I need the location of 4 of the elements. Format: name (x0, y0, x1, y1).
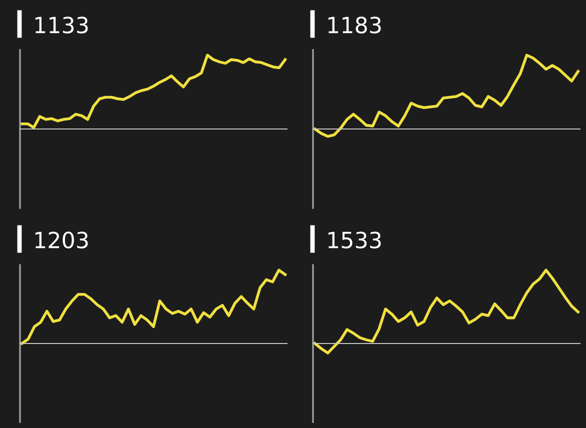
chart-title: 1533 (328, 232, 381, 248)
chart-title: 1183 (328, 16, 381, 34)
chart-title: 1203 (35, 232, 88, 248)
chart-title: 1133 (35, 16, 88, 34)
